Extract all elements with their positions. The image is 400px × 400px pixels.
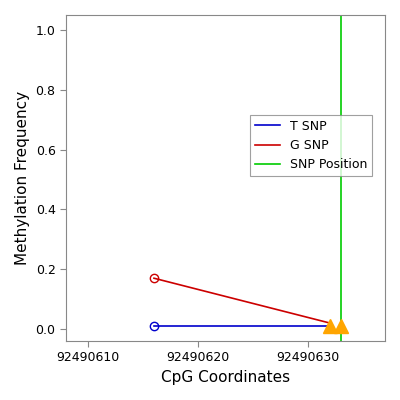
Y-axis label: Methylation Frequency: Methylation Frequency [15, 91, 30, 265]
Legend: T SNP, G SNP, SNP Position: T SNP, G SNP, SNP Position [250, 115, 372, 176]
X-axis label: CpG Coordinates: CpG Coordinates [161, 370, 290, 385]
